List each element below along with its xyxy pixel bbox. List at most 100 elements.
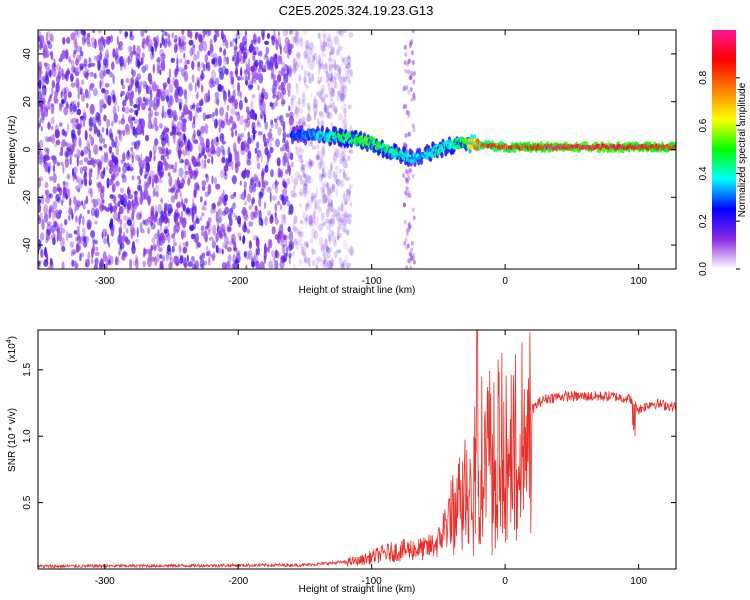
- spectrogram-noise-cell: [219, 132, 225, 143]
- spectrogram-noise-cell: [137, 59, 141, 70]
- spectrogram-noise-cell: [196, 102, 200, 113]
- spectrogram-noise-cell: [101, 127, 105, 133]
- spectrogram-noise-cell: [82, 118, 86, 128]
- spectrogram-noise-cell: [333, 71, 337, 81]
- spectrogram-noise-cell: [127, 199, 132, 211]
- spectrogram-noise-cell: [299, 144, 302, 152]
- spectrogram-noise-cell: [327, 82, 331, 91]
- spectrogram-noise-cell: [317, 198, 322, 205]
- spectrogram-noise-cell: [338, 45, 343, 52]
- spectrogram-noise-cell: [299, 191, 303, 196]
- spectrogram-noise-cell: [323, 63, 329, 74]
- spectrogram-noise-cell: [234, 56, 240, 68]
- spectrogram-noise-cell: [179, 182, 184, 189]
- spectrogram-noise-cell: [153, 245, 157, 252]
- spectrogram-noise-cell: [113, 195, 117, 205]
- spectrogram-noise-cell: [108, 145, 113, 154]
- spectrogram-noise-cell: [112, 74, 115, 85]
- spectrogram-noise-cell: [254, 147, 258, 154]
- spectrogram-noise-cell: [323, 104, 328, 114]
- spectrogram-noise-cell: [275, 79, 278, 91]
- spectrogram-noise-cell: [295, 31, 300, 37]
- spectrogram-noise-cell: [288, 252, 292, 259]
- spectrogram-noise-cell: [405, 186, 409, 192]
- snr-x-tick-label: -300: [95, 576, 115, 587]
- spectrogram-noise-cell: [251, 121, 256, 132]
- spectrogram-noise-cell: [141, 102, 146, 111]
- spectrogram-noise-cell: [322, 52, 327, 58]
- spectrogram-noise-cell: [43, 44, 48, 55]
- spectrogram-noise-cell: [128, 52, 133, 62]
- spectrogram-noise-cell: [199, 258, 205, 268]
- spectrogram-noise-cell: [90, 207, 96, 217]
- spectrogram-noise-cell: [346, 229, 350, 237]
- spectrogram-noise-cell: [168, 83, 174, 94]
- spectrogram-signal-cell: [350, 130, 354, 138]
- spectrogram-noise-cell: [89, 103, 95, 115]
- spectrogram-noise-cell: [207, 89, 210, 101]
- spectrogram-noise-cell: [326, 33, 332, 42]
- spectrogram-noise-cell: [264, 201, 267, 210]
- spectrogram-noise-cell: [262, 133, 266, 143]
- spectrogram-noise-cell: [69, 241, 75, 248]
- spectrogram-noise-cell: [333, 234, 336, 245]
- spectrogram-noise-cell: [124, 236, 128, 242]
- spectrogram-noise-cell: [97, 119, 102, 127]
- spectrogram-noise-cell: [47, 136, 53, 141]
- spectrogram-noise-cell: [269, 128, 272, 133]
- spectrogram-noise-cell: [407, 221, 411, 227]
- spectrogram-noise-cell: [301, 179, 307, 187]
- spectrogram-noise-cell: [119, 187, 124, 193]
- spectrogram-noise-cell: [283, 30, 289, 37]
- spectrogram-noise-cell: [334, 166, 339, 171]
- spectrogram-noise-cell: [177, 212, 181, 219]
- spectrogram-noise-cell: [328, 226, 332, 235]
- spectrogram-noise-cell: [112, 94, 116, 104]
- spectrogram-noise-cell: [342, 118, 348, 126]
- spectrogram-noise-cell: [293, 185, 296, 191]
- spectrogram-noise-cell: [348, 187, 351, 198]
- spectrogram-noise-cell: [309, 59, 315, 71]
- spectrogram-noise-cell: [245, 80, 249, 86]
- spectrogram-noise-cell: [408, 193, 412, 199]
- spectrogram-noise-cell: [161, 145, 165, 155]
- spectrogram-noise-cell: [410, 73, 414, 79]
- spectrogram-noise-cell: [344, 114, 347, 119]
- spectrogram-noise-cell: [103, 237, 108, 245]
- spectrogram-noise-cell: [225, 157, 230, 168]
- spectrogram-noise-cell: [79, 50, 84, 57]
- spectrogram-noise-cell: [122, 129, 126, 136]
- spectrogram-noise-cell: [286, 133, 291, 138]
- spectrogram-noise-cell: [270, 73, 274, 80]
- spectrogram-noise-cell: [38, 30, 42, 37]
- spectrogram-noise-cell: [235, 37, 238, 46]
- spectrogram-noise-cell: [306, 200, 312, 210]
- spectrogram-noise-cell: [333, 61, 337, 71]
- spectrogram-noise-cell: [61, 261, 65, 269]
- spectrogram-noise-cell: [205, 30, 210, 37]
- spectrogram-noise-cell: [268, 260, 274, 269]
- spectrogram-noise-cell: [104, 157, 109, 163]
- spectrogram-noise-cell: [56, 63, 61, 72]
- spectrogram-noise-cell: [288, 230, 294, 242]
- spectrogram-noise-cell: [303, 80, 307, 86]
- spectrogram-noise-cell: [220, 193, 225, 202]
- spectrogram-noise-cell: [90, 36, 96, 44]
- spectrogram-noise-cell: [133, 104, 138, 109]
- spectrogram-noise-cell: [248, 84, 254, 90]
- spectrogram-noise-cell: [409, 43, 412, 49]
- spectrogram-noise-cell: [172, 128, 176, 135]
- spectrogram-noise-cell: [314, 199, 318, 210]
- spectrogram-noise-cell: [215, 232, 219, 243]
- spectrogram-noise-cell: [62, 37, 66, 45]
- spectrogram-noise-cell: [120, 236, 125, 245]
- spectrogram-noise-cell: [339, 158, 344, 165]
- spectrogram-noise-cell: [106, 52, 110, 61]
- spectrogram-noise-cell: [340, 104, 343, 112]
- spectrogram-noise-cell: [302, 211, 306, 220]
- spectrogram-noise-cell: [67, 142, 72, 152]
- spectrogram-noise-cell: [325, 208, 330, 218]
- spectrogram-noise-cell: [293, 238, 299, 245]
- spectrogram-noise-cell: [232, 202, 236, 210]
- spectrogram-noise-cell: [322, 251, 327, 258]
